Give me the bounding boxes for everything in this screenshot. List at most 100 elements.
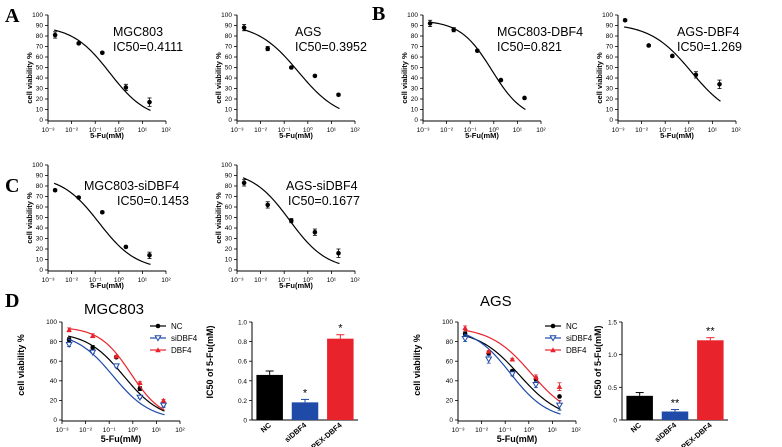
y-axis-label: cell viability % [25, 192, 34, 244]
series-main [241, 24, 341, 110]
y-tick-label: 40 [411, 75, 419, 82]
category-label: PEX-DBF4 [679, 420, 714, 447]
data-point [622, 17, 628, 23]
y-tick-label: 80 [50, 339, 58, 346]
y-tick-label: 80 [446, 339, 454, 346]
data-point [427, 21, 433, 26]
y-tick-label: 10 [606, 107, 614, 114]
x-tick-label: 10⁰ [128, 426, 138, 434]
y-axis-label: cell viability % [25, 52, 34, 104]
x-tick-label: 10⁻³ [42, 127, 56, 134]
x-axis-label: 5-Fu(mM) [90, 281, 124, 290]
legend-label: siDBF4 [171, 334, 198, 343]
y-tick-label: 0 [414, 117, 418, 124]
x-tick-label: 10² [350, 277, 360, 284]
x-tick-label: 10¹ [327, 277, 337, 284]
y-tick-label: 40 [225, 225, 233, 232]
y-tick-label: 10 [225, 257, 233, 264]
data-point [312, 229, 318, 235]
data-point [461, 335, 469, 343]
y-tick-label: 80 [36, 33, 44, 40]
y-tick-label: 0.8 [238, 339, 247, 346]
data-point [717, 82, 722, 87]
y-tick-label: 40 [606, 75, 614, 82]
y-tick-label: 20 [411, 96, 419, 103]
x-axis-label: 5-Fu(mM) [90, 131, 124, 140]
y-tick-label: 100 [221, 12, 232, 19]
y-tick-label: 100 [602, 12, 613, 19]
x-tick-label: 10⁻³ [56, 427, 70, 434]
data-point [136, 394, 144, 402]
y-tick-label: 20 [446, 398, 454, 405]
x-tick-label: 10⁰ [114, 276, 124, 284]
y-tick-label: 100 [32, 12, 43, 19]
chart-a1: 0 10 20 30 40 50 60 70 80 90 100 10⁻³ 10⁻² 10⁻¹ 10⁰ 10¹… [25, 12, 183, 140]
data-point [485, 356, 493, 363]
y-tick-label: 0.6 [238, 359, 247, 366]
chart-d2: 0 0.2 0.4 0.6 0.8 1.0 IC50 of 5-Fu(mM) NC * siDBF… [205, 320, 358, 447]
y-tick-label: 20 [225, 246, 233, 253]
ic50-label: IC50=1.269 [677, 40, 742, 54]
y-tick-label: 50 [606, 65, 614, 72]
legend-label: DBF4 [171, 346, 192, 355]
y-tick-label: 1.5 [608, 320, 617, 327]
series-dbf4 [66, 327, 167, 411]
series-main [52, 182, 152, 265]
y-tick-label: 40 [36, 225, 44, 232]
data-point [265, 202, 271, 208]
x-tick-label: 10¹ [138, 127, 148, 134]
y-tick-label: 30 [36, 86, 44, 93]
ic50-label: IC50=0.4111 [113, 40, 183, 54]
legend-label: siDBF4 [566, 334, 593, 343]
data-point [123, 85, 129, 90]
y-tick-label: 60 [36, 204, 44, 211]
y-axis-label: cell viability % [214, 52, 223, 104]
y-tick-label: 10 [411, 107, 419, 114]
data-point [451, 27, 457, 32]
y-tick-label: 60 [411, 54, 419, 61]
category-label: siDBF4 [283, 420, 309, 444]
x-tick-label: 10⁻³ [452, 427, 466, 434]
y-axis-label: cell viability % [595, 52, 604, 104]
y-tick-label: 0 [613, 418, 617, 425]
x-axis-label: 5-Fu(mM) [660, 131, 694, 140]
y-axis-label: cell viability % [412, 334, 422, 396]
y-tick-label: 30 [225, 236, 233, 243]
category-label: siDBF4 [653, 420, 679, 444]
data-point [241, 25, 247, 30]
y-tick-label: 0 [39, 117, 43, 124]
chart-title: AGS-DBF4 [677, 25, 740, 39]
x-tick-label: 10⁻³ [612, 127, 626, 134]
y-tick-label: 80 [225, 33, 233, 40]
x-tick-label: 10⁻³ [231, 127, 245, 134]
y-tick-label: 40 [50, 378, 58, 385]
category-label: NC [259, 420, 274, 434]
chart-title: MGC803-siDBF4 [84, 179, 179, 193]
x-tick-label: 10⁻¹ [464, 127, 478, 134]
x-tick-label: 10⁻² [440, 127, 454, 134]
y-tick-label: 90 [411, 23, 419, 30]
y-axis-label: IC50 of 5-Fu(mM) [593, 325, 603, 398]
y-tick-label: 0 [243, 418, 247, 425]
y-tick-label: 0 [449, 417, 453, 424]
x-axis-label: 5-Fu(mM) [465, 131, 499, 140]
data-point [100, 50, 105, 56]
bar-nc [626, 395, 653, 420]
y-tick-label: 60 [606, 54, 614, 61]
ic50-label: IC50=0.1453 [117, 194, 189, 208]
y-tick-label: 0 [228, 267, 232, 274]
bar-pex-dbf4 [327, 338, 354, 420]
data-point [113, 353, 120, 359]
x-tick-label: 10⁻² [65, 127, 79, 134]
y-tick-label: 50 [225, 215, 233, 222]
fit-curve [53, 29, 151, 112]
legend: NC siDBF4 DBF4 [150, 322, 198, 355]
data-point [76, 195, 82, 200]
y-tick-label: 0.2 [238, 398, 247, 405]
data-point [336, 92, 341, 98]
x-tick-label: 10⁻² [635, 127, 649, 134]
legend-marker [155, 347, 161, 353]
x-tick-label: 10⁻¹ [499, 427, 513, 434]
